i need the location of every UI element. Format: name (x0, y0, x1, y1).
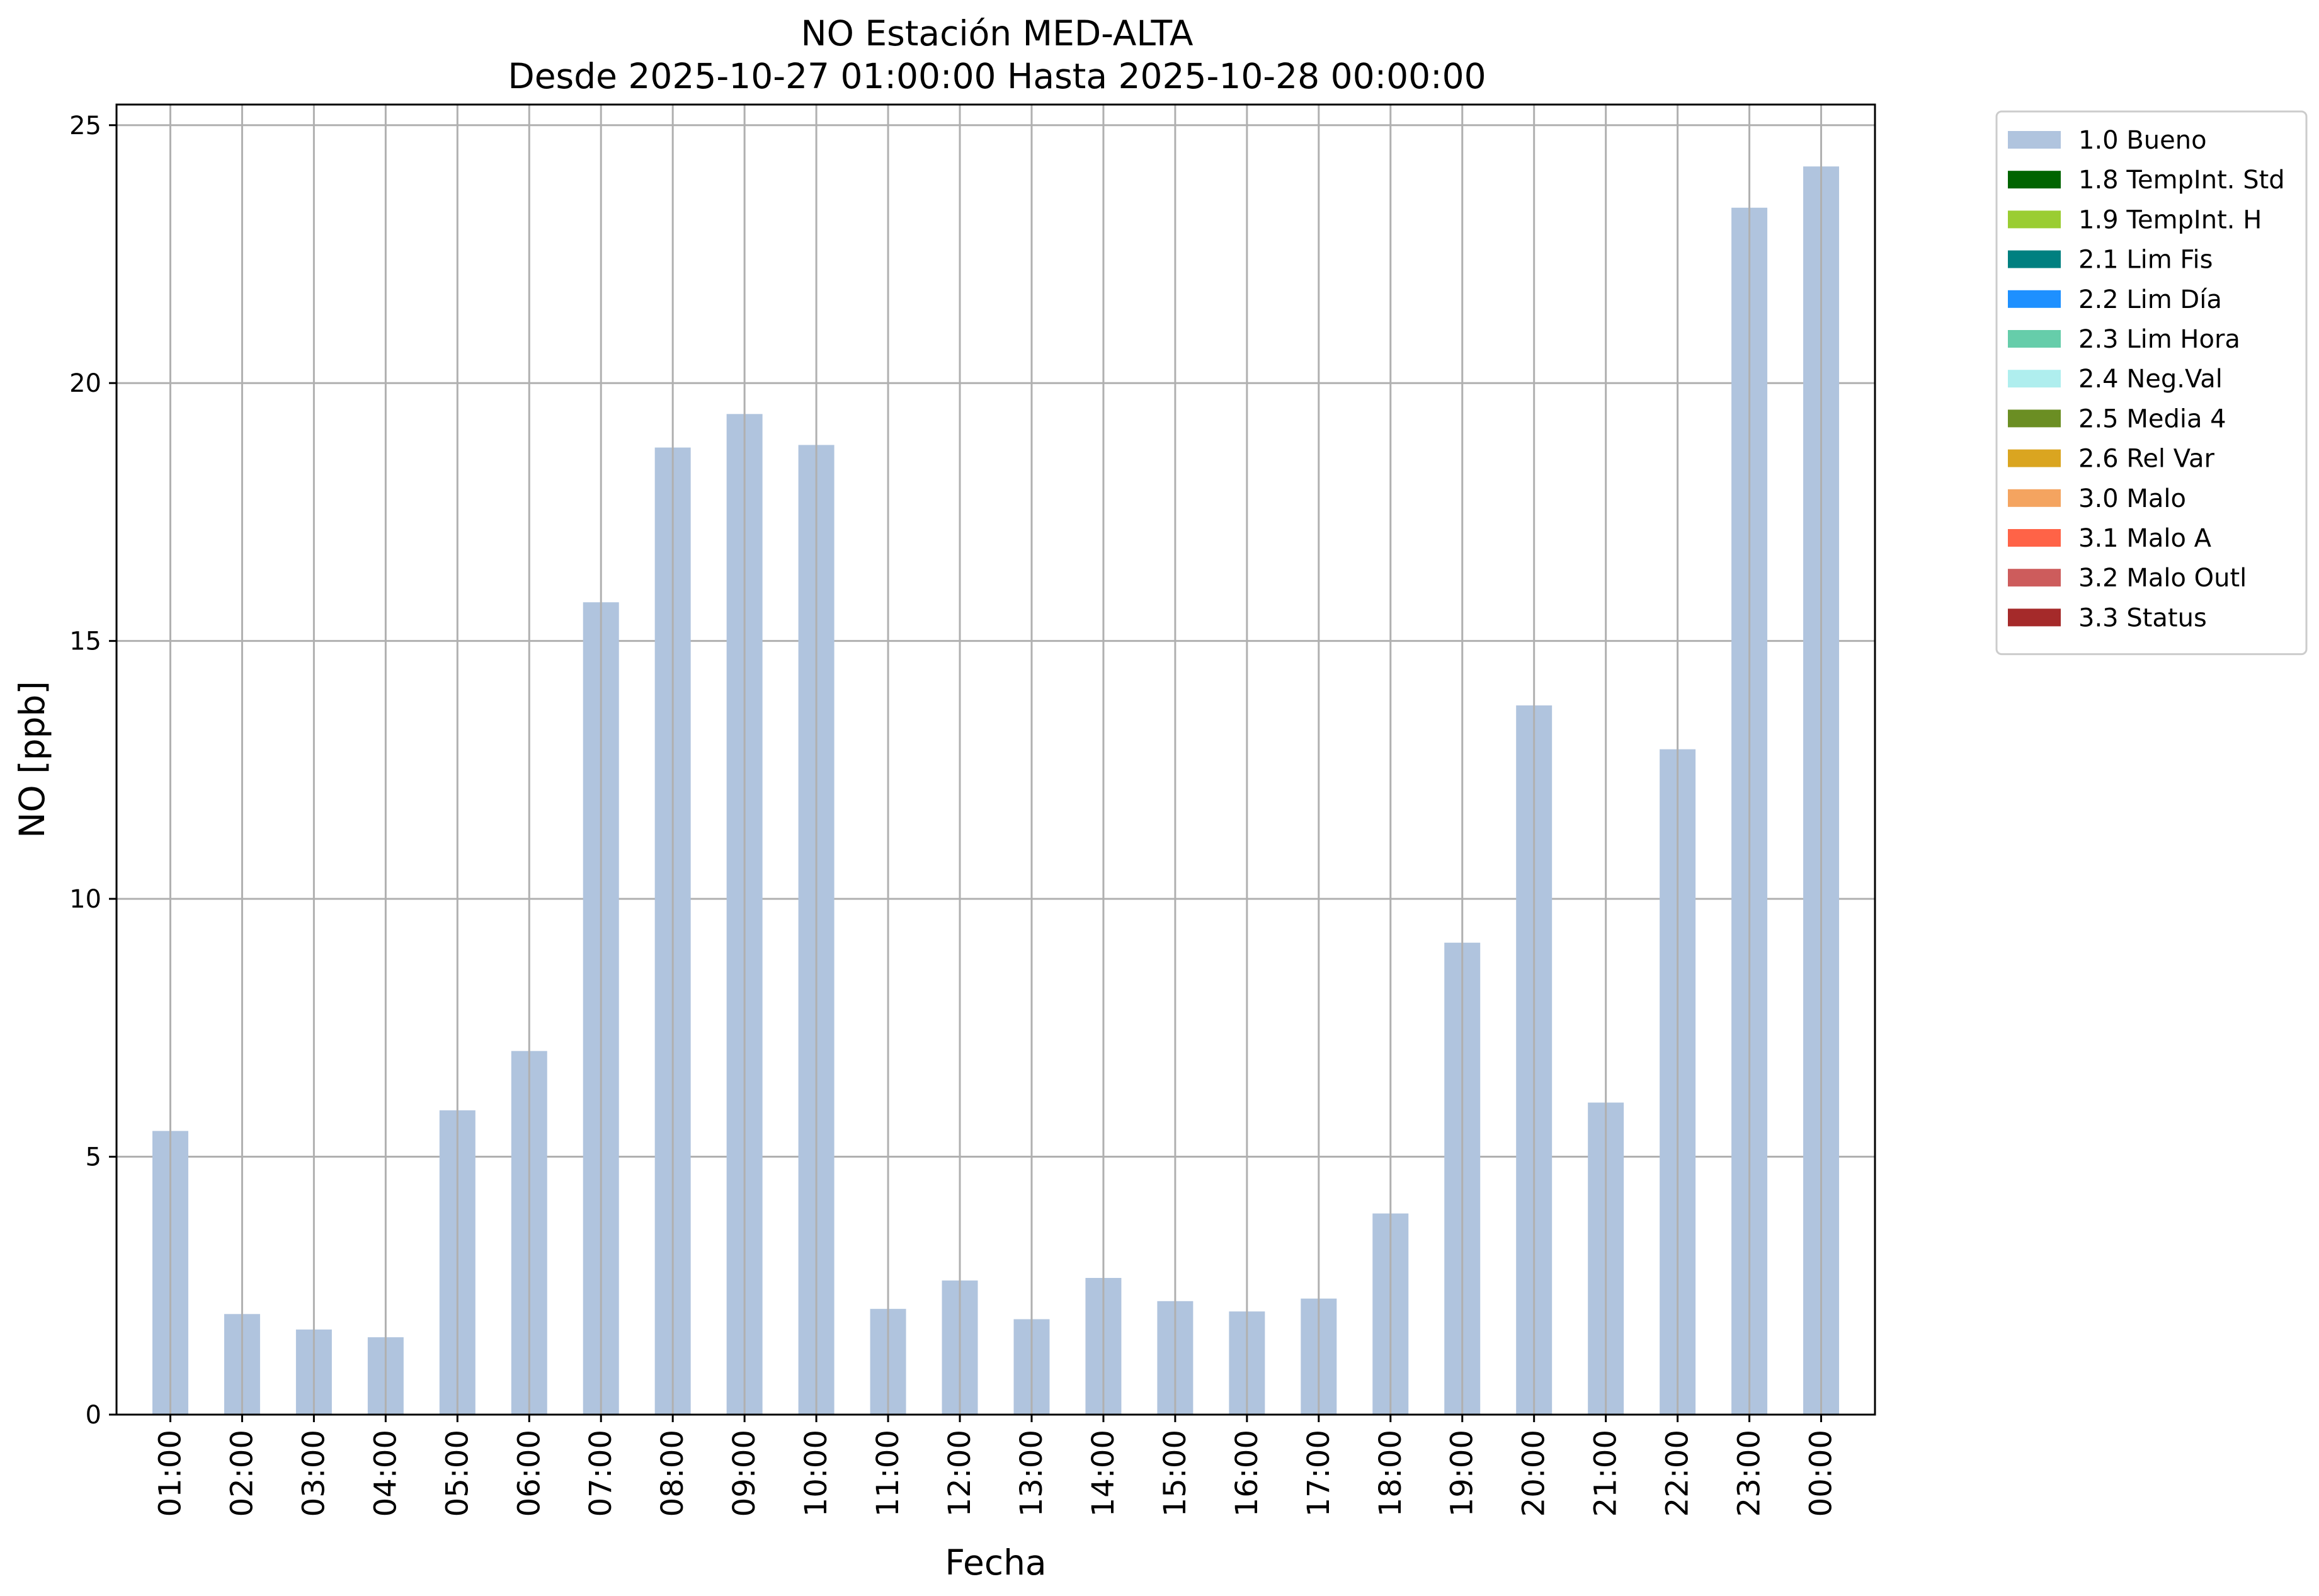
x-tick-label: 10:00 (799, 1430, 834, 1517)
x-tick-label: 08:00 (655, 1430, 690, 1517)
x-tick-label: 06:00 (511, 1430, 547, 1517)
legend-swatch (2008, 409, 2061, 428)
legend-swatch (2008, 608, 2061, 627)
plot-frame (115, 103, 1876, 1416)
legend-swatch (2008, 449, 2061, 467)
x-tick-label: 00:00 (1804, 1430, 1839, 1517)
y-axis-label: NO [ppb] (12, 681, 52, 838)
legend-swatch (2008, 131, 2061, 149)
x-tick-label: 19:00 (1445, 1430, 1480, 1517)
legend-label: 3.3 Status (2078, 603, 2207, 632)
x-tick-label: 13:00 (1014, 1430, 1049, 1517)
legend-label: 2.6 Rel Var (2078, 445, 2215, 474)
x-axis-label: Fecha (945, 1542, 1046, 1583)
legend-label: 1.8 TempInt. Std (2078, 166, 2285, 195)
x-tick-label: 16:00 (1229, 1430, 1265, 1517)
legend-label: 2.1 Lim Fis (2078, 246, 2213, 275)
y-axis-ticks: 0 5 10 15 20 25 (69, 111, 117, 1430)
legend-label: 1.0 Bueno (2078, 126, 2207, 155)
x-axis-ticks: 01:00 02:00 03:00 04:00 05:00 06:00 07:00 08:00… (152, 1415, 1839, 1517)
legend-label: 2.2 Lim Día (2078, 285, 2222, 314)
y-tick-label: 15 (69, 627, 101, 656)
x-tick-label: 02:00 (224, 1430, 259, 1517)
y-tick-label: 5 (86, 1143, 101, 1172)
x-tick-label: 12:00 (942, 1430, 977, 1517)
vertical-grid (169, 105, 1823, 1415)
legend-label: 3.1 Malo A (2078, 524, 2212, 553)
legend-label: 3.0 Malo (2078, 484, 2186, 513)
x-tick-label: 14:00 (1086, 1430, 1121, 1517)
legend-swatch (2008, 489, 2061, 507)
x-tick-label: 04:00 (368, 1430, 403, 1517)
legend-swatch (2008, 370, 2061, 388)
x-tick-label: 22:00 (1660, 1430, 1695, 1517)
chart-title: NO Estación MED-ALTA (801, 13, 1194, 54)
legend-swatch (2008, 330, 2061, 348)
legend-label: 3.2 Malo Outl (2078, 564, 2247, 593)
x-tick-label: 03:00 (296, 1430, 331, 1517)
x-tick-label: 01:00 (152, 1430, 188, 1517)
legend-label: 2.3 Lim Hora (2078, 325, 2240, 354)
legend-label: 2.5 Media 4 (2078, 404, 2226, 433)
x-tick-label: 11:00 (870, 1430, 906, 1517)
x-tick-label: 21:00 (1588, 1430, 1624, 1517)
y-tick-label: 10 (69, 885, 101, 914)
legend-label: 1.9 TempInt. H (2078, 205, 2262, 234)
chart-subtitle: Desde 2025-10-27 01:00:00 Hasta 2025-10-… (508, 56, 1486, 96)
legend-swatch (2008, 529, 2061, 547)
x-tick-label: 17:00 (1301, 1430, 1336, 1517)
y-tick-label: 20 (69, 369, 101, 398)
legend: 1.0 Bueno 1.8 TempInt. Std 1.9 TempInt. H 2… (1995, 110, 2308, 656)
x-tick-label: 07:00 (583, 1430, 618, 1517)
bars (152, 166, 1840, 1415)
x-tick-label: 23:00 (1732, 1430, 1767, 1517)
legend-box (1995, 110, 2308, 656)
legend-swatch (2008, 290, 2061, 308)
legend-swatch (2008, 250, 2061, 268)
x-tick-label: 20:00 (1517, 1430, 1552, 1517)
legend-swatch (2008, 569, 2061, 587)
x-tick-label: 15:00 (1158, 1430, 1193, 1517)
legend-label: 2.4 Neg.Val (2078, 365, 2223, 394)
x-tick-label: 05:00 (440, 1430, 475, 1517)
y-tick-label: 25 (69, 111, 101, 140)
legend-swatch (2008, 171, 2061, 189)
y-tick-label: 0 (86, 1401, 101, 1430)
x-tick-label: 09:00 (727, 1430, 762, 1517)
x-tick-label: 18:00 (1373, 1430, 1408, 1517)
legend-swatch (2008, 210, 2061, 229)
